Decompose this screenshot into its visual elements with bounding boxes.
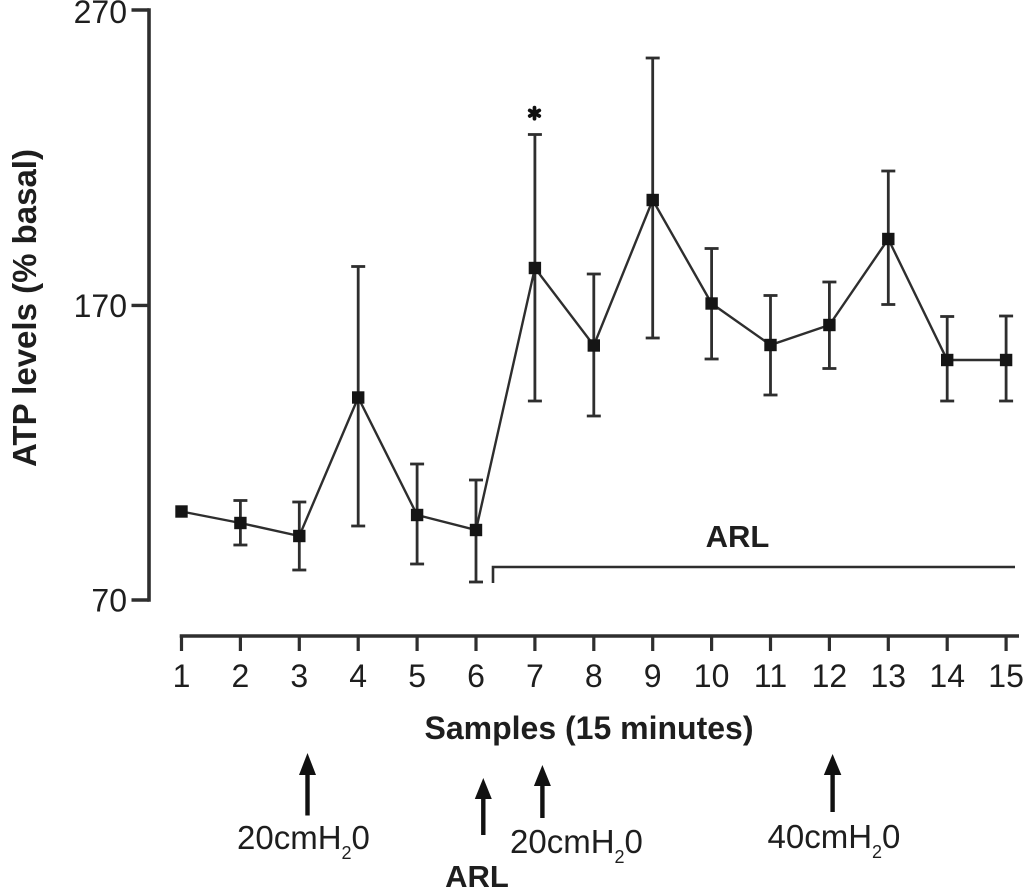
svg-text:4: 4 <box>349 658 367 694</box>
svg-text:1: 1 <box>173 658 191 694</box>
svg-text:ARL: ARL <box>445 859 509 888</box>
svg-text:12: 12 <box>812 658 848 694</box>
svg-text:2: 2 <box>232 658 250 694</box>
svg-text:70: 70 <box>91 583 127 619</box>
svg-text:10: 10 <box>694 658 730 694</box>
svg-text:6: 6 <box>467 658 485 694</box>
svg-text:3: 3 <box>290 658 308 694</box>
svg-text:ARL: ARL <box>706 519 770 554</box>
svg-text:170: 170 <box>74 288 127 324</box>
svg-text:14: 14 <box>929 658 965 694</box>
svg-text:8: 8 <box>585 658 603 694</box>
svg-text:270: 270 <box>74 0 127 30</box>
svg-text:15: 15 <box>988 658 1024 694</box>
svg-text:5: 5 <box>408 658 426 694</box>
svg-text:11: 11 <box>754 658 787 694</box>
svg-text:7: 7 <box>526 658 544 694</box>
svg-text:Samples (15 minutes): Samples (15 minutes) <box>425 710 754 746</box>
svg-text:13: 13 <box>871 658 907 694</box>
svg-text:ATP levels (% basal): ATP levels (% basal) <box>6 149 43 467</box>
svg-text:9: 9 <box>644 658 662 694</box>
